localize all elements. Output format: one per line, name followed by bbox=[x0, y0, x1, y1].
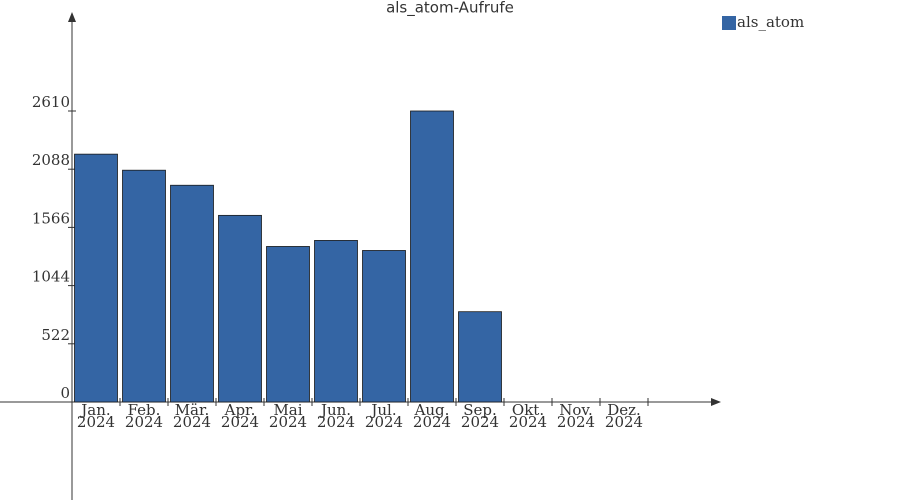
y-tick-label: 522 bbox=[41, 326, 70, 344]
bar bbox=[458, 311, 502, 403]
legend-swatch bbox=[722, 16, 736, 30]
y-axis-arrow bbox=[68, 12, 76, 22]
x-tick-label: Okt. 2024 bbox=[509, 401, 547, 431]
bar bbox=[74, 153, 118, 403]
x-tick-label: Jun. 2024 bbox=[317, 401, 355, 431]
x-tick-label: Aug. 2024 bbox=[413, 401, 451, 431]
x-tick-label: Jan. 2024 bbox=[77, 401, 115, 431]
bar bbox=[266, 246, 310, 403]
x-tick-label: Apr. 2024 bbox=[221, 401, 259, 431]
x-tick-label: Sep. 2024 bbox=[461, 401, 499, 431]
x-tick-label: Feb. 2024 bbox=[125, 401, 163, 431]
bar bbox=[122, 169, 166, 403]
y-tick-label: 0 bbox=[60, 384, 70, 402]
x-tick-label: Mär. 2024 bbox=[173, 401, 211, 431]
y-tick-label: 1044 bbox=[32, 268, 70, 286]
x-tick-label: Dez. 2024 bbox=[605, 401, 643, 431]
bar bbox=[314, 240, 358, 403]
y-tick-label: 1566 bbox=[32, 209, 70, 227]
y-tick-label: 2088 bbox=[32, 151, 70, 169]
bar bbox=[410, 110, 454, 403]
bar bbox=[170, 184, 214, 403]
bar bbox=[362, 250, 406, 403]
chart-title: als_atom-Aufrufe bbox=[386, 0, 514, 18]
y-tick-label: 2610 bbox=[32, 93, 70, 111]
x-axis-arrow bbox=[711, 398, 721, 406]
legend-label: als_atom bbox=[737, 13, 804, 31]
bar bbox=[218, 214, 262, 403]
x-tick-label: Mai 2024 bbox=[269, 401, 307, 431]
x-tick-label: Jul. 2024 bbox=[365, 401, 403, 431]
x-tick-label: Nov. 2024 bbox=[557, 401, 595, 431]
